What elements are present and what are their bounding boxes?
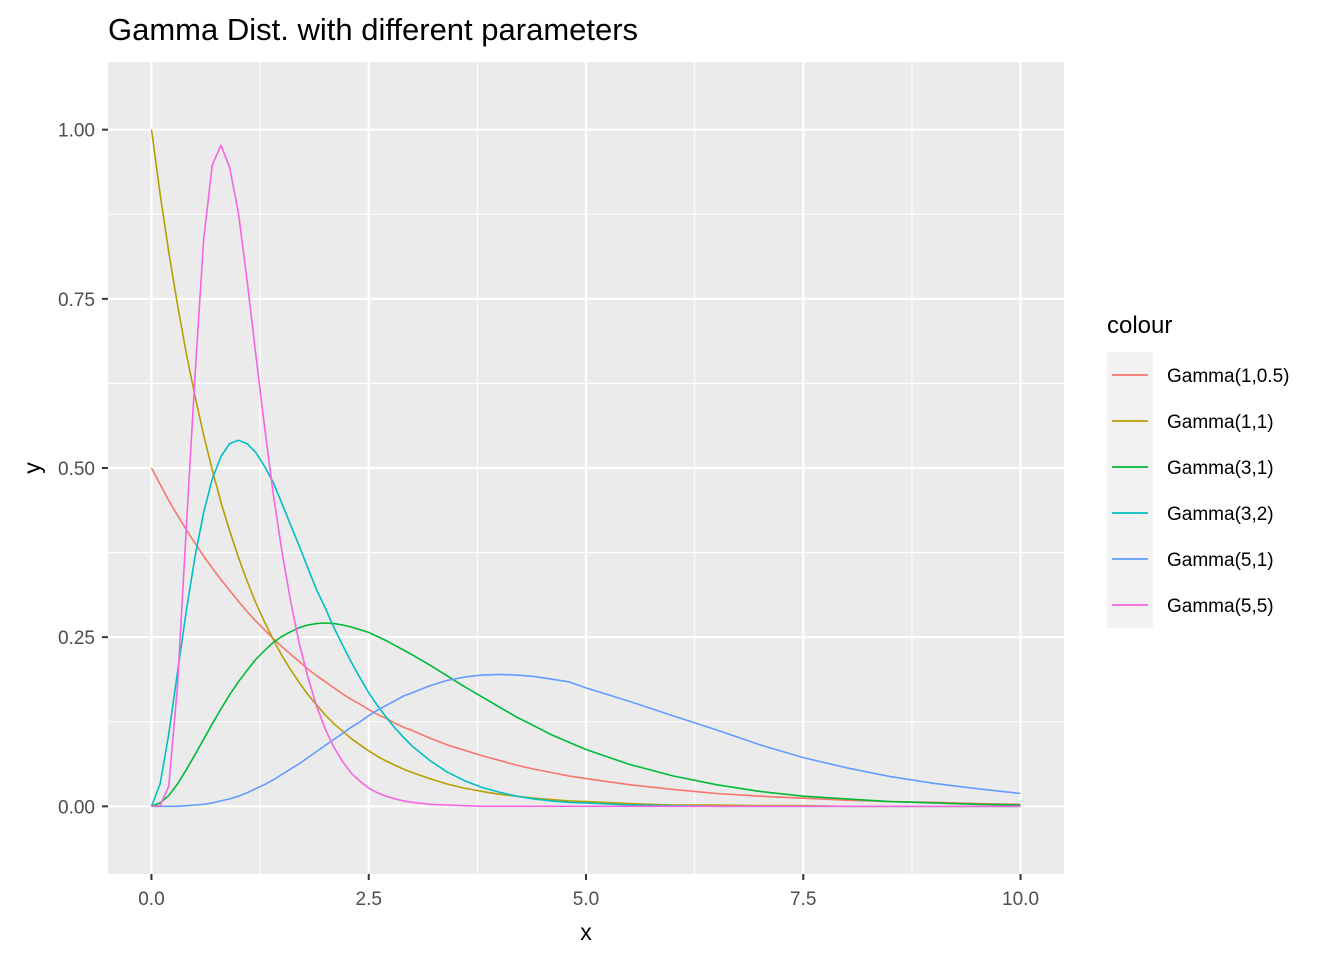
series-line bbox=[151, 144, 1021, 808]
y-axis-ticks: 0.00 0.25 0.50 0.75 1.00 bbox=[58, 121, 108, 818]
y-tick-label: 1.00 bbox=[58, 121, 95, 142]
legend: colour Gamma(1,0.5)Gamma(1,1)Gamma(3,1)G… bbox=[1107, 312, 1289, 628]
legend-label: Gamma(3,2) bbox=[1167, 504, 1274, 525]
y-tick-label: 0.75 bbox=[58, 290, 95, 311]
y-tick-label: 0.50 bbox=[58, 459, 95, 480]
legend-keys: Gamma(1,0.5) Gamma(1,1) Gamma(3,1) Gamma(3,… bbox=[1107, 352, 1289, 628]
legend-label: Gamma(1,1) bbox=[1167, 412, 1274, 433]
x-tick-label: 2.5 bbox=[356, 889, 382, 910]
x-tick-label: 10.0 bbox=[1002, 889, 1039, 910]
x-tick-label: 5.0 bbox=[573, 889, 599, 910]
series-line bbox=[151, 622, 1021, 808]
x-tick-label: 7.5 bbox=[790, 889, 816, 910]
series-line bbox=[151, 673, 1021, 808]
x-axis-title: x bbox=[580, 919, 592, 945]
y-tick-label: 0.25 bbox=[58, 628, 95, 649]
series-line bbox=[150, 439, 1021, 808]
x-tick-label: 0.0 bbox=[138, 889, 164, 910]
series-lines bbox=[150, 129, 1021, 808]
y-axis-title: y bbox=[19, 462, 45, 474]
legend-label: Gamma(5,5) bbox=[1167, 596, 1274, 617]
legend-title: colour bbox=[1107, 312, 1172, 339]
y-tick-label: 0.00 bbox=[58, 797, 95, 818]
series-line bbox=[150, 467, 1021, 806]
legend-label: Gamma(1,0.5) bbox=[1167, 366, 1289, 387]
chart-title: Gamma Dist. with different parameters bbox=[108, 12, 638, 47]
series-line bbox=[150, 129, 1021, 808]
legend-label: Gamma(5,1) bbox=[1167, 550, 1274, 571]
legend-label: Gamma(3,1) bbox=[1167, 458, 1274, 479]
x-axis-ticks: 0.0 2.5 5.0 7.5 10.0 bbox=[138, 874, 1039, 910]
